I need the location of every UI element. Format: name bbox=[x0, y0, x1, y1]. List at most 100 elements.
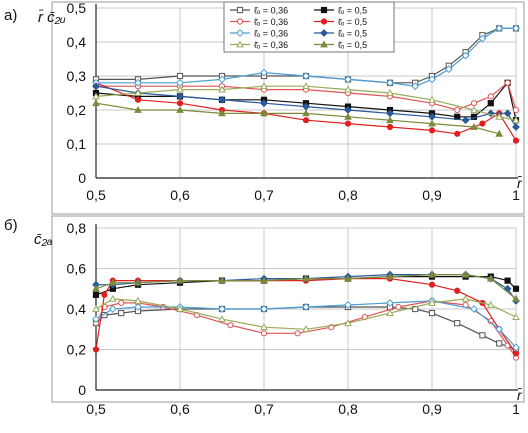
data-point bbox=[386, 299, 394, 307]
data-point bbox=[495, 325, 504, 334]
data-point bbox=[512, 343, 520, 352]
x-tick-label: 0,8 bbox=[338, 401, 358, 417]
data-point bbox=[454, 130, 461, 137]
data-point bbox=[260, 68, 268, 77]
data-point bbox=[461, 294, 470, 302]
data-point bbox=[428, 281, 436, 288]
x-tick-label: 0,5 bbox=[86, 401, 106, 417]
y-tick-label: 0,6 bbox=[67, 261, 87, 277]
data-point bbox=[344, 75, 352, 84]
data-point bbox=[461, 116, 470, 125]
legend-marker bbox=[236, 40, 244, 48]
legend-label: ℓ̄ₒ = 0,5 bbox=[338, 40, 367, 50]
x-tick-label: 0,7 bbox=[254, 401, 274, 417]
data-point bbox=[386, 272, 394, 280]
data-point bbox=[108, 294, 117, 302]
legend-box bbox=[223, 1, 395, 53]
y-tick-label: 0,4 bbox=[67, 34, 87, 50]
legend-marker bbox=[320, 18, 328, 25]
data-point bbox=[108, 278, 117, 286]
y-tick-label: 0,8 bbox=[67, 220, 87, 236]
data-point bbox=[176, 100, 184, 107]
data-point bbox=[512, 313, 520, 320]
data-point bbox=[218, 305, 226, 313]
data-point bbox=[386, 123, 394, 131]
x-tick-label: 0,6 bbox=[170, 401, 190, 417]
data-point bbox=[176, 92, 184, 101]
legend-label: ℓ̄ₒ = 0,5 bbox=[338, 6, 367, 16]
data-point bbox=[428, 298, 436, 306]
legend: ℓ̄ₒ = 0,36 ℓ̄ₒ = 0,5ℓ̄ₒ = 0,36 ℓ̄ₒ = 0,5ℓ̄… bbox=[223, 1, 395, 53]
data-point bbox=[461, 270, 470, 278]
x-tick-label: 0,6 bbox=[170, 187, 190, 203]
data-point bbox=[479, 332, 486, 339]
data-point bbox=[218, 315, 226, 323]
data-point bbox=[134, 278, 142, 286]
data-point bbox=[92, 82, 100, 91]
series-line bbox=[95, 85, 517, 121]
data-point bbox=[176, 105, 184, 113]
data-point bbox=[512, 24, 520, 33]
data-point bbox=[512, 350, 520, 357]
data-point bbox=[260, 82, 268, 90]
legend-item: ℓ̄ₒ = 0,5 bbox=[314, 40, 367, 50]
data-point bbox=[344, 319, 352, 327]
data-point bbox=[512, 137, 520, 144]
data-point bbox=[302, 82, 310, 90]
data-point bbox=[302, 72, 310, 80]
data-point bbox=[176, 276, 184, 284]
data-point bbox=[487, 93, 494, 100]
y-tick-label: 0 bbox=[78, 170, 86, 186]
data-point bbox=[386, 116, 394, 124]
data-point bbox=[428, 119, 436, 127]
x-tick-label: 0,5 bbox=[86, 187, 106, 203]
data-point bbox=[503, 109, 512, 118]
data-point bbox=[454, 320, 461, 327]
data-point bbox=[92, 315, 100, 324]
data-point bbox=[92, 304, 100, 312]
data-point bbox=[386, 309, 394, 316]
data-point bbox=[428, 127, 436, 134]
data-point bbox=[344, 112, 352, 120]
legend-label: ℓ̄ₒ = 0,36 bbox=[254, 6, 288, 16]
y-tick-label: 0,5 bbox=[67, 0, 87, 16]
data-point bbox=[486, 274, 495, 282]
data-point bbox=[92, 346, 100, 353]
series-5 bbox=[92, 24, 520, 91]
y-axis-label: r̄ c̄₂ᵤ bbox=[38, 9, 66, 26]
series-7 bbox=[92, 82, 520, 124]
data-point bbox=[134, 296, 142, 304]
y-tick-label: 0,1 bbox=[67, 136, 87, 152]
y-axis-label: c̄₂ₐ bbox=[34, 231, 53, 248]
x-tick-label: 0,7 bbox=[254, 187, 274, 203]
legend-label: ℓ̄ₒ = 0,5 bbox=[338, 17, 367, 27]
data-point bbox=[461, 51, 470, 60]
data-point bbox=[487, 100, 494, 107]
data-point bbox=[218, 85, 226, 93]
legend-item: ℓ̄ₒ = 0,5 bbox=[314, 6, 367, 16]
legend-marker bbox=[236, 29, 244, 37]
data-point bbox=[176, 304, 184, 312]
data-point bbox=[118, 299, 125, 307]
series-7 bbox=[92, 294, 520, 333]
data-point bbox=[344, 274, 352, 282]
data-point bbox=[302, 117, 310, 124]
data-point bbox=[428, 270, 436, 278]
data-point bbox=[92, 92, 100, 100]
data-point bbox=[302, 303, 310, 311]
data-point bbox=[428, 309, 436, 317]
data-point bbox=[218, 75, 226, 84]
data-point bbox=[512, 294, 520, 302]
panel-a: а)0,5 0,6 0,7 0,8 0,9 100,10,20,30,40,5r̄ c̄₂… bbox=[4, 0, 525, 215]
panel-label: б) bbox=[4, 217, 18, 234]
data-point bbox=[512, 123, 520, 131]
legend-label: ℓ̄ₒ = 0,36 bbox=[254, 40, 288, 50]
data-point bbox=[118, 309, 125, 317]
x-axis-label: r̄ bbox=[517, 175, 523, 191]
legend-item: ℓ̄ₒ = 0,36 bbox=[230, 6, 288, 16]
data-point bbox=[486, 300, 495, 308]
data-point bbox=[260, 305, 268, 313]
data-point bbox=[108, 305, 117, 313]
data-point bbox=[260, 276, 268, 284]
